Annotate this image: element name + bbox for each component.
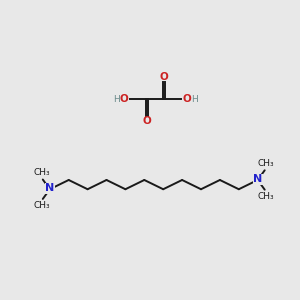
Text: N: N [45,184,54,194]
Text: O: O [182,94,191,104]
Text: CH₃: CH₃ [34,201,50,210]
Text: O: O [159,72,168,82]
Text: O: O [120,94,128,104]
Text: O: O [142,116,151,127]
Text: CH₃: CH₃ [257,159,274,168]
Text: CH₃: CH₃ [34,168,50,177]
Text: N: N [253,174,262,184]
Text: H: H [113,94,120,103]
Text: H: H [191,94,197,103]
Text: CH₃: CH₃ [257,192,274,201]
